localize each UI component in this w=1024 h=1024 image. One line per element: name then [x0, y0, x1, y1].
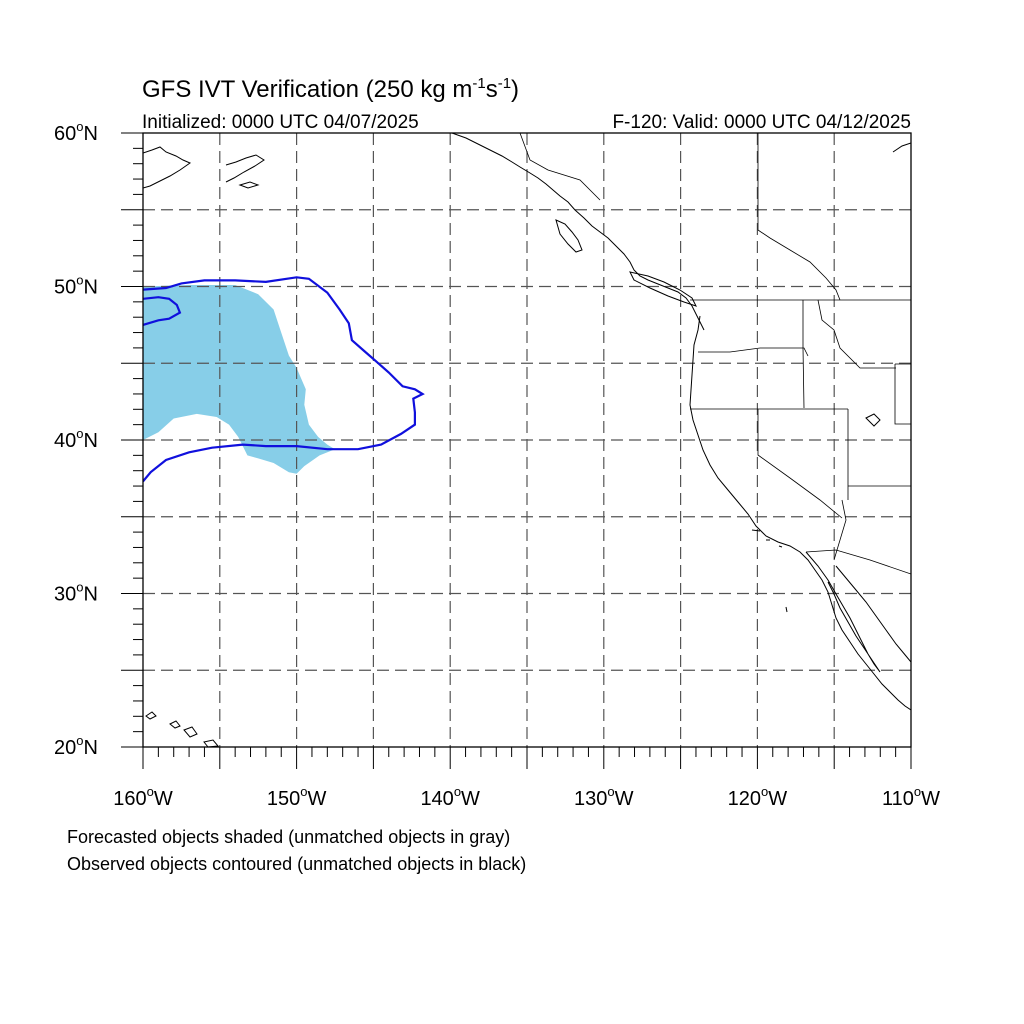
bc-alaska-border: [519, 133, 601, 201]
caption-observed-note: Observed objects contoured (unmatched ob…: [67, 854, 526, 874]
observed-object-contour: [143, 276, 425, 483]
hawaii-island: [169, 720, 181, 729]
observed-object-contour-notch: [143, 296, 182, 326]
mexico-mainland-coast: [835, 565, 911, 663]
idaho-west-border: [802, 300, 805, 409]
axis-ticks: [121, 132, 912, 769]
idaho-montana-border: [817, 299, 896, 369]
latitude-label: 50oN: [54, 273, 98, 299]
caption-forecast-note: Forecasted objects shaded (unmatched obj…: [67, 827, 510, 847]
initialized-time-label: Initialized: 0000 UTC 04/07/2025: [142, 112, 419, 133]
bc-alberta-border: [757, 133, 841, 301]
haida-gwaii: [555, 219, 583, 253]
map-area[interactable]: [143, 133, 911, 747]
vancouver-island: [629, 271, 697, 307]
baja-california-coast: [805, 551, 881, 673]
us-mexico-border: [805, 549, 911, 575]
longitude-label: 130oW: [574, 784, 634, 810]
channel-islands: [751, 529, 783, 548]
longitude-label: 140oW: [420, 784, 480, 810]
california-nevada-border: [757, 409, 843, 519]
wyoming-border: [894, 363, 911, 425]
bc-coastline: [451, 133, 705, 331]
political-borders: [519, 133, 911, 575]
longitude-labels: 160oW 150oW 140oW 130oW 120oW 110oW: [113, 784, 940, 810]
coastline-basemap: [143, 133, 911, 747]
forecast-object-shading: [143, 285, 335, 474]
graticule-gridlines: [143, 133, 911, 747]
guadalupe-island: [785, 606, 788, 613]
longitude-label: 160oW: [113, 784, 173, 810]
latitude-labels: 60oN 50oN 40oN 30oN 20oN: [54, 119, 98, 759]
latitude-label: 60oN: [54, 119, 98, 145]
valid-time-label: F-120: Valid: 0000 UTC 04/12/2025: [612, 112, 911, 133]
longitude-label: 150oW: [267, 784, 327, 810]
figure-title: GFS IVT Verification (250 kg m-1s-1): [142, 75, 519, 103]
colorado-river: [833, 499, 847, 561]
washington-oregon-border: [698, 347, 809, 357]
longitude-label: 120oW: [728, 784, 788, 810]
great-salt-lake: [865, 413, 881, 427]
hawaii-island: [183, 726, 198, 738]
latitude-label: 40oN: [54, 426, 98, 452]
latitude-label: 20oN: [54, 733, 98, 759]
alaska-coastline: [143, 146, 192, 189]
canada-coast-fragment: [892, 142, 911, 153]
latitude-label: 30oN: [54, 580, 98, 606]
hawaii-island: [145, 711, 157, 720]
hawaii-island: [203, 739, 219, 747]
alaska-inlet: [225, 154, 265, 183]
us-west-coastline: [689, 315, 911, 711]
alaska-island: [238, 181, 260, 189]
longitude-label: 110oW: [882, 784, 940, 810]
